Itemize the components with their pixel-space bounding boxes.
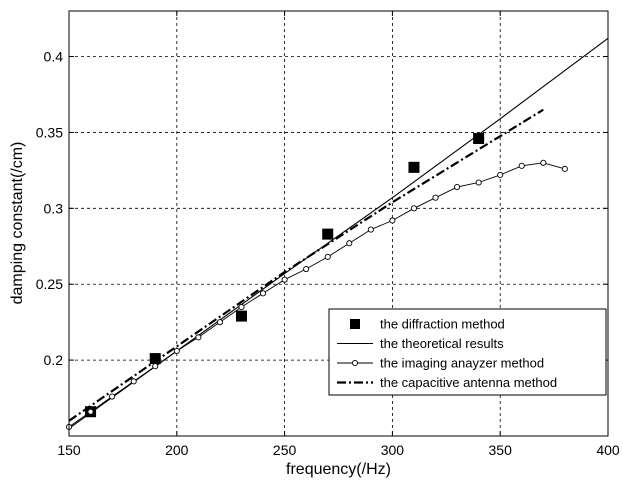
imaging-analyzer-point xyxy=(130,378,137,385)
imaging-analyzer-point xyxy=(238,303,245,311)
x-tick-label: 150 xyxy=(57,442,81,458)
diffraction-point xyxy=(322,228,334,240)
legend-label: the imaging anayzer method xyxy=(380,356,544,371)
x-tick-label: 200 xyxy=(165,442,189,458)
imaging-analyzer-point xyxy=(87,408,94,415)
y-tick-label: 0.2 xyxy=(44,352,64,368)
series-layer xyxy=(65,37,609,430)
imaging-analyzer-point xyxy=(367,226,374,233)
x-tick-label: 400 xyxy=(596,442,620,458)
imaging-analyzer-point xyxy=(346,240,353,247)
legend: the diffraction method the theoretical re… xyxy=(328,308,607,396)
series-3 xyxy=(65,159,568,430)
diffraction-point xyxy=(149,353,161,365)
imaging-analyzer-point xyxy=(497,171,504,178)
imaging-analyzer-point xyxy=(410,205,418,212)
imaging-analyzer-point xyxy=(432,194,439,201)
diffraction-point xyxy=(408,161,420,173)
x-axis-label: frequency(/Hz) xyxy=(286,461,391,478)
x-tick-label: 350 xyxy=(489,442,513,458)
imaging-analyzer-line xyxy=(68,162,566,428)
imaging-analyzer-point xyxy=(109,393,116,400)
diffraction-point xyxy=(473,133,485,144)
imaging-analyzer-point xyxy=(259,290,267,297)
imaging-analyzer-point xyxy=(389,217,396,224)
x-tick-label: 250 xyxy=(273,442,297,458)
capacitive-antenna-line xyxy=(68,108,544,422)
imaging-analyzer-point xyxy=(518,162,525,169)
y-axis-label: damping constant(/cm) xyxy=(9,142,26,305)
imaging-analyzer-point xyxy=(216,319,223,326)
imaging-analyzer-point xyxy=(281,276,288,283)
y-tick-label: 0.3 xyxy=(44,200,64,216)
imaging-analyzer-point xyxy=(454,184,461,191)
imaging-analyzer-point xyxy=(540,159,547,166)
legend-label: the diffraction method xyxy=(380,317,505,332)
series-4 xyxy=(68,108,544,422)
legend-box xyxy=(328,308,607,396)
legend-label: the capacitive antenna method xyxy=(380,375,557,390)
legend-circle-marker xyxy=(351,359,359,367)
x-tick-label: 300 xyxy=(381,442,405,458)
legend-label: the theoretical results xyxy=(380,336,504,351)
y-tick-label: 0.35 xyxy=(36,124,63,140)
legend-square-marker xyxy=(350,319,360,329)
imaging-analyzer-point xyxy=(324,253,331,260)
imaging-analyzer-point xyxy=(195,334,202,341)
imaging-analyzer-point xyxy=(475,179,482,186)
imaging-analyzer-point xyxy=(303,265,310,273)
imaging-analyzer-point xyxy=(561,165,568,172)
imaging-analyzer-point xyxy=(152,363,159,370)
imaging-analyzer-point xyxy=(173,347,180,355)
y-tick-label: 0.25 xyxy=(36,276,63,292)
diffraction-point xyxy=(235,310,247,322)
plot-frame xyxy=(68,10,609,437)
y-tick-label: 0.4 xyxy=(44,49,64,65)
axis-ticks: 150 200 250 300 350 400 0.2 0.25 0.3 0.35 0.4 xyxy=(36,11,620,458)
